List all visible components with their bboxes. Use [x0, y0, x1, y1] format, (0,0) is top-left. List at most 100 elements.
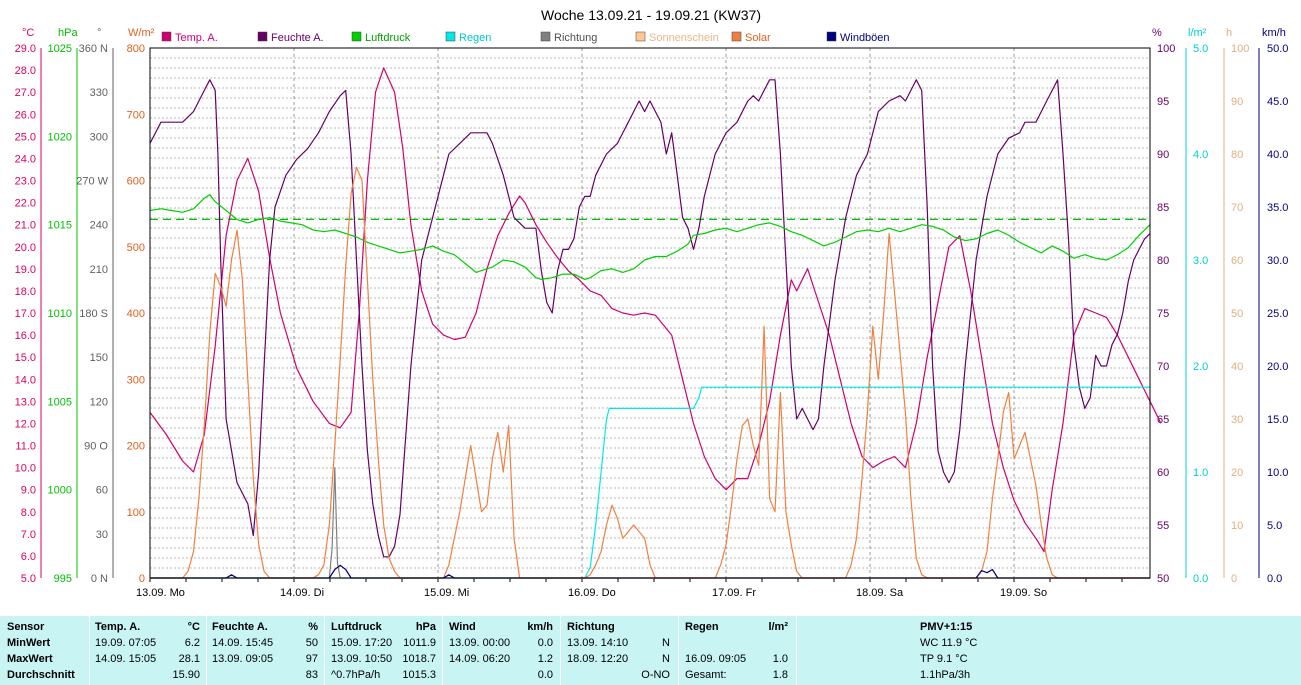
wind-axis-tick-label: 50.0: [1267, 43, 1288, 55]
humidity-axis-tick-label: 100: [1157, 43, 1175, 55]
rain-axis-tick-label: 4.0: [1193, 149, 1208, 161]
wind-axis-tick-label: 10.0: [1267, 467, 1288, 479]
solar-axis-tick-label: 600: [127, 176, 145, 188]
direction-axis-tick-label: 150: [90, 352, 108, 364]
temp-axis-tick-label: 8.0: [21, 507, 36, 519]
series-feuchte-a-: [149, 79, 1151, 558]
wind-min-value: 0.0: [537, 637, 553, 649]
sunshine-axis-tick-label: 20: [1231, 467, 1243, 479]
solar-axis-tick-label: 200: [127, 441, 145, 453]
pressure-axis-tick-label: 1015: [48, 220, 72, 232]
temp-axis-tick-label: 14.0: [15, 374, 36, 386]
temp-axis-tick-label: 9.0: [21, 485, 36, 497]
wind-min-time: 13.09. 00:00: [449, 637, 511, 649]
wind-axis-tick-label: 15.0: [1267, 414, 1288, 426]
stats-header-dir: Richtung: [567, 621, 615, 633]
temp-axis-tick-label: 7.0: [21, 529, 36, 541]
direction-axis-tick-label: 30: [96, 529, 108, 541]
press-max-value: 1018.7: [402, 653, 436, 665]
plot-frame: [149, 47, 1151, 579]
rain-total-value: 1.8: [772, 669, 788, 681]
temp-axis-tick-label: 20.0: [15, 242, 36, 254]
temp-axis-tick-label: 10.0: [15, 463, 36, 475]
solar-axis-tick-label: 400: [127, 308, 145, 320]
sunshine-axis-unit-label: h: [1226, 27, 1232, 39]
sunshine-axis-tick-label: 100: [1231, 43, 1249, 55]
humidity-axis-tick-label: 80: [1157, 255, 1169, 267]
stats-header-wind: Wind: [449, 621, 476, 633]
humidity-axis-tick-label: 60: [1157, 467, 1169, 479]
temp-axis-tick-label: 18.0: [15, 286, 36, 298]
stats-header-wind-unit: km/h: [527, 621, 553, 633]
legend-label: Temp. A.: [175, 32, 218, 44]
pressure-axis-tick-label: 1010: [48, 308, 72, 320]
hum-min-value: 50: [305, 637, 318, 649]
stats-header-rain-unit: l/m²: [768, 621, 788, 633]
temp-axis-unit-label: °C: [22, 27, 34, 39]
direction-axis-tick-label: 210: [90, 264, 108, 276]
series-temp-a-: [149, 67, 1162, 553]
direction-axis-tick-label: 270 W: [76, 176, 108, 188]
solar-axis-tick-label: 300: [127, 374, 145, 386]
wind-axis-tick-label: 20.0: [1267, 361, 1288, 373]
temp-axis-tick-label: 19.0: [15, 264, 36, 276]
pressure-axis-tick-label: 1000: [48, 485, 72, 497]
press-avg-value: 1015.3: [402, 669, 436, 681]
solar-axis-tick-label: 500: [127, 242, 145, 254]
pressure-axis-unit-label: hPa: [58, 27, 78, 39]
x-tick-label: 13.09. Mo: [136, 587, 185, 599]
pressure-axis-tick-label: 995: [54, 573, 72, 585]
x-tick-label: 15.09. Mi: [424, 587, 469, 599]
legend-swatch: [635, 31, 646, 42]
legend-swatch: [161, 31, 172, 42]
direction-axis-tick-label: 0 N: [91, 573, 108, 585]
stats-header-press-unit: hPa: [415, 621, 436, 633]
wind-axis-tick-label: 40.0: [1267, 149, 1288, 161]
rain-axis-tick-label: 2.0: [1193, 361, 1208, 373]
temp-axis-tick-label: 29.0: [15, 43, 36, 55]
legend-swatch: [731, 31, 742, 42]
direction-axis-tick-label: 360 N: [79, 43, 108, 55]
wind-axis-unit-label: km/h: [1262, 27, 1286, 39]
wind-axis-tick-label: 45.0: [1267, 96, 1288, 108]
legend-label: Feuchte A.: [271, 32, 324, 44]
solar-axis-tick-label: 700: [127, 109, 145, 121]
sunshine-axis-tick-label: 80: [1231, 149, 1243, 161]
temp-axis-tick-label: 16.0: [15, 330, 36, 342]
legend-label: Richtung: [554, 32, 597, 44]
stats-header-press: Luftdruck: [331, 621, 382, 633]
chart-title: Woche 13.09.21 - 19.09.21 (KW37): [541, 7, 761, 23]
wind-axis-tick-label: 35.0: [1267, 202, 1288, 214]
press-max-time: 13.09. 10:50: [331, 653, 393, 665]
temp-axis-tick-label: 15.0: [15, 352, 36, 364]
rain-axis-unit-label: l/m²: [1188, 27, 1207, 39]
rain-max-time: 16.09. 09:05: [685, 653, 747, 665]
pressure-axis-tick-label: 1005: [48, 396, 72, 408]
legend-swatch: [257, 31, 268, 42]
legend-label: Windböen: [840, 32, 890, 44]
press-min-time: 15.09. 17:20: [331, 637, 393, 649]
stats-row-label: MinWert: [7, 637, 51, 649]
direction-axis-tick-label: 240: [90, 220, 108, 232]
temp-avg-value: 15.90: [172, 669, 200, 681]
temp-axis-tick-label: 12.0: [15, 418, 36, 430]
stats-header-hum: Feuchte A.: [212, 621, 268, 633]
series-luftdruck: [149, 194, 1151, 280]
series-solar: [150, 166, 1150, 579]
humidity-axis-tick-label: 55: [1157, 520, 1169, 532]
temp-max-time: 14.09. 15:05: [95, 653, 157, 665]
humidity-axis-tick-label: 70: [1157, 361, 1169, 373]
temp-axis-tick-label: 5.0: [21, 573, 36, 585]
series-regen: [150, 386, 1150, 579]
pressure-axis-tick-label: 1025: [48, 43, 72, 55]
press-min-value: 1011.9: [403, 637, 436, 649]
wind-axis-tick-label: 25.0: [1267, 308, 1288, 320]
wind-max-value: 1.2: [537, 653, 553, 665]
legend-swatch: [351, 31, 362, 42]
hum-avg-value: 83: [305, 669, 318, 681]
temp-axis-tick-label: 11.0: [15, 441, 36, 453]
direction-axis-tick-label: 90 O: [84, 441, 108, 453]
direction-axis-tick-label: 180 S: [79, 308, 108, 320]
direction-axis-tick-label: 120: [90, 396, 108, 408]
humidity-axis-tick-label: 95: [1157, 96, 1169, 108]
